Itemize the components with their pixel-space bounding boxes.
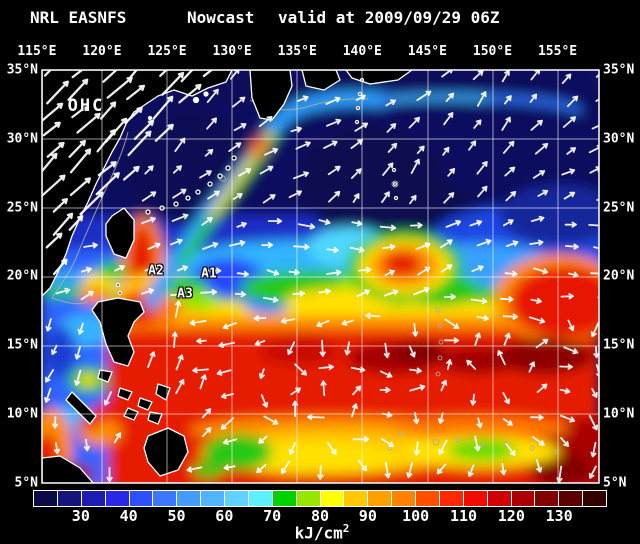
lat-tick-label-right: 15°N [603, 337, 635, 353]
mindanao [143, 427, 189, 477]
station-a3: A3 [177, 286, 193, 302]
colorbar-cell [416, 491, 439, 506]
colorbar-cell [248, 491, 272, 506]
lat-tick-label-left: 25°N [6, 200, 38, 216]
colorbar-cell [177, 491, 201, 506]
lat-tick-label-right: 5°N [603, 475, 627, 491]
field-label-ohc: OHC [67, 96, 105, 116]
colorbar-cell [81, 491, 105, 506]
colorbar-cell [153, 491, 177, 506]
colorbar-cell [559, 491, 583, 506]
colorbar-cell [57, 491, 81, 506]
valid-time: valid at 2009/09/29 06Z [278, 8, 500, 27]
product-name: Nowcast [187, 8, 255, 27]
lon-tick-label: 125°E [147, 44, 187, 59]
grid-lines [42, 70, 599, 483]
lat-tick-label-right: 25°N [603, 200, 635, 216]
colorbar-tick: 70 [263, 507, 282, 525]
colorbar-cell [201, 491, 224, 506]
lat-tick-label-right: 10°N [603, 406, 635, 422]
current-vector-arrows [42, 70, 599, 483]
colorbar-cell [439, 491, 463, 506]
lat-tick-label-right: 35°N [603, 62, 635, 78]
lon-tick-label: 135°E [277, 44, 317, 59]
colorbar-tick: 120 [497, 507, 525, 525]
colorbar-cell [463, 491, 487, 506]
lon-tick-label: 115°E [17, 44, 57, 59]
lat-tick-label-left: 5°N [14, 475, 38, 491]
colorbar-cell [511, 491, 535, 506]
lon-tick-label: 120°E [82, 44, 122, 59]
lon-tick-label: 130°E [212, 44, 252, 59]
units-base: kJ/cm [294, 523, 343, 543]
kyushu [249, 70, 293, 121]
lat-tick-label-left: 15°N [6, 337, 38, 353]
lat-tick-label-right: 30°N [603, 131, 635, 147]
colorbar [33, 490, 607, 507]
colorbar-cell [129, 491, 153, 506]
colorbar-cell [392, 491, 415, 506]
colorbar-cell [296, 491, 320, 506]
lat-tick-label-right: 20°N [603, 268, 635, 284]
colorbar-units: kJ/cm2 [295, 522, 350, 542]
colorbar-cell [105, 491, 129, 506]
lat-tick-label-left: 35°N [6, 62, 38, 78]
colorbar-cell [535, 491, 559, 506]
station-a1: A1 [201, 266, 217, 282]
colorbar-tick: 30 [71, 507, 90, 525]
palawan [65, 391, 97, 425]
lat-tick-label-left: 20°N [6, 268, 38, 284]
borneo [42, 455, 94, 483]
colorbar-tick: 130 [545, 507, 573, 525]
lon-tick-label: 145°E [407, 44, 447, 59]
colorbar-cell [487, 491, 511, 506]
colorbar-tick: 50 [167, 507, 186, 525]
colorbar-tick: 80 [310, 507, 330, 525]
units-exponent: 2 [342, 522, 350, 535]
luzon [91, 297, 145, 367]
colorbar-cell [34, 491, 57, 506]
station-a2: A2 [148, 263, 164, 279]
china-yellow-sea-mask [42, 70, 233, 297]
lon-tick-label: 150°E [472, 44, 513, 59]
lat-tick-label-left: 30°N [6, 131, 38, 147]
colorbar-cell [272, 491, 296, 506]
colorbar-cell [583, 491, 606, 506]
colorbar-cell [368, 491, 392, 506]
colorbar-tick: 40 [119, 507, 138, 525]
colorbar-cell [344, 491, 368, 506]
colorbar-tick: 110 [449, 507, 478, 525]
lon-tick-label: 140°E [342, 44, 382, 59]
colorbar-tick: 100 [402, 507, 430, 525]
colorbar-tick: 90 [358, 507, 377, 525]
lat-tick-label-left: 10°N [6, 406, 38, 422]
colorbar-cell [225, 491, 248, 506]
taiwan [105, 207, 135, 259]
lon-tick-label: 155°E [537, 44, 578, 59]
colorbar-cell [320, 491, 344, 506]
colorbar-tick: 60 [215, 507, 234, 525]
shikoku [301, 70, 341, 91]
model-name: NRL EASNFS [30, 8, 127, 27]
map-frame [41, 69, 600, 484]
